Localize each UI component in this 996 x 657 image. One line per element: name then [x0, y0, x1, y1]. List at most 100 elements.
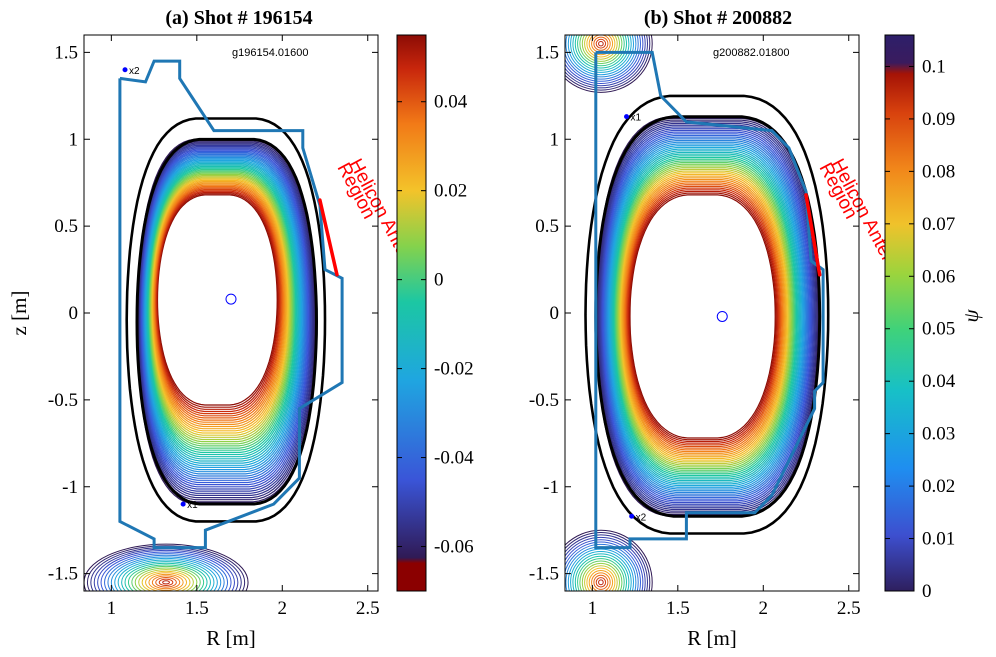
panel-b-lower-divertor-contour	[565, 534, 648, 591]
panel-a-xpoint-label: x2	[129, 66, 140, 77]
colorbar-a-tick-label: 0	[434, 270, 444, 291]
panel-b-upper-divertor-contour	[593, 36, 609, 51]
panel-b-flux-contour	[606, 141, 806, 492]
panel-a-divertor-contour	[151, 575, 181, 590]
panel-b-ytick-label: -1.5	[529, 564, 559, 585]
panel-a-flux-contour	[156, 193, 279, 408]
panel-b-lower-divertor-contour	[591, 572, 611, 591]
panel-b-flux-contour	[612, 157, 798, 476]
panel-b-flux-contour	[598, 124, 816, 509]
panel-b-upper-divertor-contour	[572, 35, 630, 71]
panel-b-flux-contour	[621, 175, 787, 458]
panel-a-ytick-label: 1	[69, 129, 79, 150]
panel-b-flux-contour	[623, 180, 784, 453]
panel-b-flux-contour	[608, 146, 803, 487]
panel-b-flux-contour	[614, 160, 796, 473]
panel-b-upper-divertor-contour	[567, 35, 634, 76]
panel-b-lower-divertor-contour	[565, 532, 651, 591]
panel-b-xtick-label: 1	[588, 598, 598, 619]
panel-b-flux-contour	[624, 184, 782, 449]
colorbar-b-tick-label: 0.07	[922, 214, 955, 235]
panel-a-gfile-label: g196154.01600	[232, 47, 308, 59]
panel-b-overlays: x1 x2	[584, 50, 830, 550]
panel-b-flux-contour	[618, 168, 791, 465]
panel-b-flux-contour	[607, 145, 804, 488]
panel-b-flux-contour	[620, 173, 788, 459]
colorbar-b-gradient	[884, 34, 915, 592]
panel-b-flux-contour	[622, 179, 785, 454]
panel-b-ytick-label: -1	[543, 477, 559, 498]
panel-b-lower-divertor-contour	[565, 539, 644, 591]
panel-b-upper-divertor-contour	[577, 35, 625, 67]
colorbar-a-tick-label: -0.06	[434, 537, 474, 558]
panel-b-flux-contour	[615, 163, 794, 470]
panel-a-ytick-label: -0.5	[48, 390, 78, 411]
panel-a-xpoint-label: x1	[187, 500, 198, 511]
panel-b-upper-divertor-contour	[574, 35, 627, 69]
panel-b-upper-divertor-contour	[565, 35, 651, 91]
panel-a-divertor-contour	[162, 580, 170, 585]
panel-b-secondary-separatrix	[584, 94, 830, 535]
panel-b-upper-divertor-contour	[581, 35, 620, 62]
panel-a-ytick-label: -1	[62, 477, 78, 498]
colorbar-a-tick-label: 0.02	[434, 181, 467, 202]
panel-a-divertor-contour	[121, 561, 211, 591]
panel-b-lower-divertor-contour	[586, 567, 616, 591]
panel-b-vessel-wall	[594, 50, 825, 550]
panel-b-flux-contour	[617, 167, 792, 466]
panel-b-lower-divertor-contour	[579, 560, 623, 591]
colorbar-a: -0.06 -0.04 -0.02 0 0.02 0.04	[396, 34, 474, 592]
panel-a-divertor-contour	[127, 564, 205, 591]
panel-a-ylabel: z [m]	[7, 291, 31, 336]
panel-b-upper-divertor-contour	[565, 35, 639, 80]
panel-a-divertor-contour	[158, 578, 174, 587]
panel-b-lower-divertor-contour	[577, 558, 625, 591]
panel-b-flux-contour	[613, 158, 797, 475]
panel-b-lower-divertor-contour	[572, 553, 630, 591]
panel-a-ytick-label: 0.5	[54, 216, 78, 237]
panel-b-flux-contour	[616, 165, 793, 468]
panel-a-divertor-contour	[114, 557, 218, 591]
panel-b-xtick-label: 2.5	[837, 598, 861, 619]
panel-a-divertor-contour	[138, 569, 194, 591]
panel-a-antenna-segment	[318, 198, 339, 277]
panel-a-flux-contour	[155, 190, 281, 413]
colorbar-a-tick-label: -0.02	[434, 359, 474, 380]
panel-b-title: (b) Shot # 200882	[644, 7, 792, 29]
colorbar-b-tick-label: 0.1	[922, 56, 946, 77]
panel-b-flux-contour	[627, 190, 778, 442]
panel-b-flux-contour	[624, 182, 783, 451]
panel-b-magnetic-axis	[716, 310, 728, 322]
panel-b-xtick-label: 2	[759, 598, 769, 619]
panel-a-xlabel: R [m]	[206, 626, 256, 650]
panel-b-flux-contour	[601, 131, 812, 502]
panel-b-upper-divertor-contour	[565, 35, 646, 87]
panel-a-flux-contour	[155, 191, 280, 410]
colorbar-b-ticks: 0 0.01 0.02 0.03 0.04 0.05 0.06 0.07 0.08 0.09 0.1	[885, 56, 956, 602]
colorbar-b: 0 0.01 0.02 0.03 0.04 0.05 0.06 0.07 0.08 0.09 0.1…	[884, 34, 983, 602]
panel-b-flux-contour	[597, 121, 818, 512]
panel-b-lower-divertor-contour	[593, 574, 609, 590]
panel-b-lower-divertor-contour	[570, 551, 632, 591]
colorbar-b-tick-label: 0.09	[922, 109, 955, 130]
panel-a-ytick-label: 1.5	[54, 42, 78, 63]
panel-b-ytick-label: 0.5	[535, 216, 559, 237]
panel-a-divertor-contour	[86, 545, 246, 591]
panel-a-divertor-contour	[97, 549, 235, 591]
panel-a-divertor-contour	[148, 573, 184, 591]
panel-a-xpoint-marker	[122, 67, 128, 73]
panel-b-flux-contour	[619, 172, 789, 461]
panel-a-divertor-contour	[104, 553, 229, 591]
panel-a-ticks: 1 1.5 2 2.5 -1.5 -1 -0.5 0 0.5 1 1.5	[48, 35, 380, 619]
panel-b-flux-contour	[629, 194, 776, 439]
colorbar-b-tick-label: 0.02	[922, 476, 955, 497]
panel-b-flux-contour	[626, 187, 780, 446]
panel-b-flux-contour	[621, 177, 786, 456]
panel-b-upper-divertor-contour	[565, 35, 644, 84]
panel-b-ytick-label: 1	[550, 129, 560, 150]
panel-a-divertor-contour	[141, 570, 191, 591]
panel-b-lower-divertor-contour	[598, 579, 604, 586]
panel-b-flux-contour	[625, 185, 781, 448]
panel-b-ytick-label: -0.5	[529, 390, 559, 411]
